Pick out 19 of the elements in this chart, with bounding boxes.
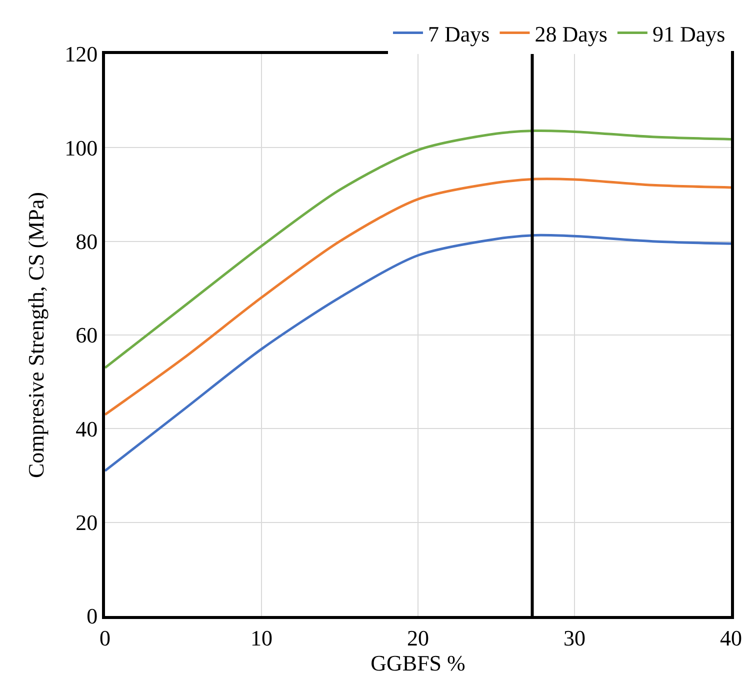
y-axis-title: Compresive Strength, CS (MPa): [23, 192, 48, 478]
y-tick-label: 60: [76, 322, 98, 348]
y-tick-label: 0: [86, 604, 98, 629]
legend-label: 28 Days: [534, 21, 608, 46]
y-tick-label: 100: [64, 135, 98, 160]
y-tick-label: 40: [76, 416, 98, 442]
x-tick-label: 20: [407, 625, 429, 650]
legend-label: 7 Days: [428, 21, 490, 46]
y-tick-label: 80: [76, 229, 98, 254]
x-axis-title: GGBFS %: [370, 650, 466, 676]
y-tick-label: 120: [64, 42, 98, 67]
x-tick-label: 40: [720, 625, 742, 650]
line-series: [105, 178, 731, 416]
x-tick-label: 10: [250, 625, 272, 650]
x-tick-label: 30: [564, 625, 586, 650]
y-tick-label: 20: [76, 510, 98, 536]
line-series: [105, 234, 731, 472]
legend-label: 91 Days: [652, 21, 726, 46]
line-series: [105, 130, 731, 370]
